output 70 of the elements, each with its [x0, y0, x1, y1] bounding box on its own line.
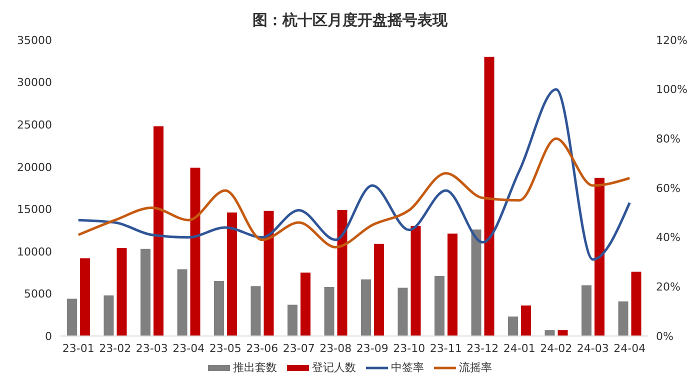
y-tick-label: 0 — [45, 330, 52, 343]
x-tick-label: 23-05 — [209, 342, 242, 355]
x-tick-label: 23-10 — [393, 342, 426, 355]
x-tick-label: 23-01 — [62, 342, 94, 355]
bar — [337, 210, 348, 336]
bar — [116, 248, 127, 336]
bar — [521, 306, 531, 336]
bar — [484, 56, 494, 336]
y2-tick-label: 0% — [656, 330, 674, 343]
bar — [300, 272, 310, 336]
x-tick-label: 24-03 — [576, 342, 609, 355]
line-series — [77, 88, 631, 261]
bar — [104, 295, 114, 336]
bar — [582, 285, 592, 336]
bar — [631, 272, 642, 336]
bar — [544, 330, 555, 336]
x-tick-label: 23-09 — [356, 342, 388, 355]
chart-title: 图：杭十区月度开盘摇号表现 — [252, 10, 448, 31]
x-tick-label: 24-04 — [614, 342, 646, 355]
bar — [80, 258, 90, 336]
y2-tick-label: 60% — [656, 182, 680, 195]
bar — [140, 248, 150, 336]
bar — [434, 276, 444, 336]
x-tick-label: 23-06 — [246, 342, 278, 355]
x-tick-label: 24-02 — [540, 342, 572, 355]
bar — [471, 229, 482, 336]
y-tick-label: 30000 — [17, 76, 52, 90]
y-tick-label: 35000 — [17, 34, 52, 47]
y2-tick-label: 80% — [656, 132, 680, 146]
y-tick-label: 15000 — [17, 203, 52, 216]
bar — [227, 212, 237, 336]
bar — [67, 298, 77, 336]
y2-tick-label: 100% — [656, 83, 688, 96]
legend-label: 登记人数 — [312, 360, 356, 375]
legend-label: 流摇率 — [459, 360, 492, 375]
bar — [288, 304, 298, 336]
bar — [594, 178, 604, 336]
y-tick-label: 20000 — [17, 160, 52, 174]
y2-tick-label: 20% — [656, 280, 680, 294]
bar — [410, 226, 421, 336]
bar — [264, 210, 274, 336]
bar — [448, 234, 458, 336]
bar — [190, 168, 200, 336]
y-tick-label: 5000 — [24, 288, 52, 301]
x-tick-label: 23-02 — [99, 342, 132, 355]
x-tick-label: 23-08 — [320, 342, 352, 355]
bar — [250, 286, 261, 336]
x-tick-label: 23-03 — [136, 342, 168, 355]
legend-label: 推出套数 — [233, 360, 277, 375]
x-tick-label: 24-01 — [503, 342, 536, 355]
bar — [177, 269, 188, 336]
x-tick-label: 23-04 — [172, 342, 205, 355]
bar — [398, 288, 408, 336]
y2-tick-label: 40% — [656, 231, 680, 244]
line-series — [77, 137, 631, 248]
bar — [361, 279, 371, 336]
y2-tick-label: 120% — [656, 34, 688, 47]
x-tick-label: 23-11 — [430, 342, 462, 355]
x-tick-label: 23-07 — [282, 342, 315, 355]
x-tick-label: 23-12 — [466, 342, 499, 355]
y-tick-label: 25000 — [17, 118, 52, 132]
bar — [374, 244, 384, 336]
y-tick-label: 10000 — [17, 245, 52, 258]
bar — [558, 330, 568, 336]
bar — [154, 126, 164, 336]
bar — [618, 301, 628, 336]
bar — [508, 316, 518, 336]
bar — [324, 286, 334, 336]
bar — [214, 281, 224, 336]
legend-label: 中签率 — [391, 360, 424, 375]
